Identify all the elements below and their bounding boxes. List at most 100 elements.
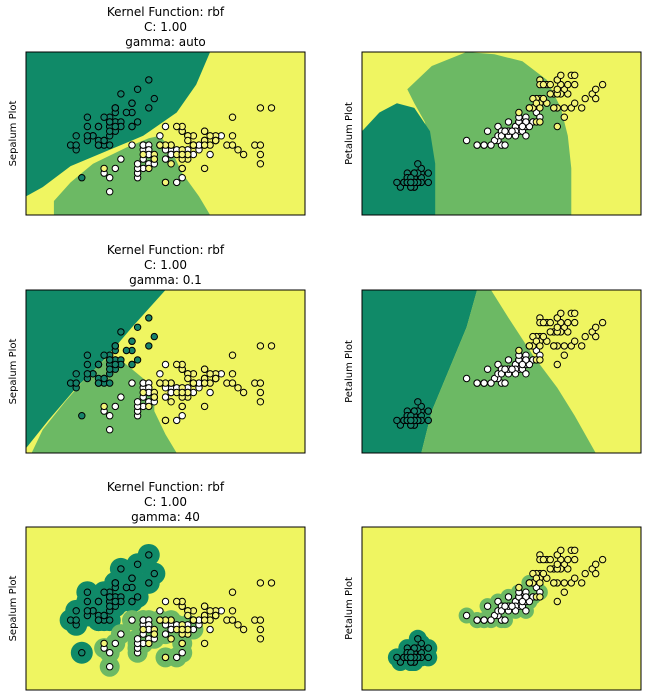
point-virginica xyxy=(145,164,153,173)
point-setosa xyxy=(111,360,120,369)
point-setosa xyxy=(106,602,114,610)
point-versicolor xyxy=(473,141,481,149)
point-virginica xyxy=(200,164,209,173)
point-virginica xyxy=(546,80,554,89)
point-virginica xyxy=(592,85,600,94)
point-virginica xyxy=(546,90,554,98)
point-setosa xyxy=(117,328,125,336)
chart-title-line-3: gamma: auto xyxy=(125,35,206,49)
subplot-4: Petalum Plot xyxy=(344,289,642,454)
point-virginica xyxy=(256,141,265,149)
point-virginica xyxy=(536,593,544,601)
point-versicolor xyxy=(117,393,125,401)
point-virginica xyxy=(571,337,579,345)
point-virginica xyxy=(228,379,237,387)
point-virginica xyxy=(184,374,192,383)
point-versicolor xyxy=(508,602,516,610)
point-virginica xyxy=(256,379,265,387)
region-0 xyxy=(362,290,478,453)
point-versicolor xyxy=(501,365,509,373)
point-versicolor xyxy=(106,188,114,196)
point-setosa xyxy=(106,141,114,149)
point-virginica xyxy=(189,379,198,387)
point-setosa xyxy=(424,407,432,415)
point-virginica xyxy=(206,370,214,378)
point-setosa xyxy=(94,597,103,606)
point-setosa xyxy=(72,132,80,140)
y-axis-label: Petalum Plot xyxy=(344,102,355,165)
point-versicolor xyxy=(161,155,170,163)
point-versicolor xyxy=(480,379,488,387)
point-virginica xyxy=(239,150,248,159)
point-versicolor xyxy=(483,602,492,610)
point-setosa xyxy=(393,178,401,187)
point-virginica xyxy=(571,546,579,554)
point-virginica xyxy=(560,113,568,121)
point-virginica xyxy=(228,351,237,359)
point-virginica xyxy=(515,583,523,592)
point-setosa xyxy=(424,644,432,652)
point-setosa xyxy=(106,118,114,126)
point-versicolor xyxy=(508,127,516,135)
point-versicolor xyxy=(518,597,527,606)
point-setosa xyxy=(100,351,108,359)
point-setosa xyxy=(100,374,108,383)
point-versicolor xyxy=(206,388,214,397)
point-virginica xyxy=(536,118,544,126)
point-virginica xyxy=(178,639,186,648)
point-virginica xyxy=(553,85,561,94)
point-setosa xyxy=(133,356,142,364)
point-versicolor xyxy=(501,379,509,387)
point-virginica xyxy=(256,160,265,168)
point-virginica xyxy=(553,597,561,606)
point-versicolor xyxy=(128,141,136,149)
point-setosa xyxy=(72,141,80,149)
point-virginica xyxy=(139,388,147,397)
point-setosa xyxy=(72,607,80,615)
point-virginica xyxy=(564,80,572,89)
point-setosa xyxy=(78,174,86,182)
point-versicolor xyxy=(206,150,214,159)
point-virginica xyxy=(592,94,600,103)
point-virginica xyxy=(178,388,186,397)
point-virginica xyxy=(571,71,579,80)
point-setosa xyxy=(424,169,432,177)
y-axis-label: Sepalum Plot xyxy=(8,100,19,166)
point-virginica xyxy=(578,579,586,587)
point-versicolor xyxy=(156,607,164,615)
point-versicolor xyxy=(156,370,164,378)
point-setosa xyxy=(83,351,92,359)
point-setosa xyxy=(128,122,136,131)
chart-title-line-1: Kernel Function: rbf xyxy=(107,480,225,494)
point-virginica xyxy=(167,635,175,643)
point-versicolor xyxy=(462,136,471,145)
point-setosa xyxy=(117,90,125,98)
scatter-points xyxy=(66,76,276,196)
point-versicolor xyxy=(173,416,181,425)
point-virginica xyxy=(539,80,548,89)
point-setosa xyxy=(106,127,114,135)
point-virginica xyxy=(525,579,534,587)
point-virginica xyxy=(267,104,276,112)
region-0 xyxy=(26,290,166,449)
point-setosa xyxy=(72,379,80,387)
point-setosa xyxy=(145,579,153,587)
point-virginica xyxy=(592,569,600,578)
point-setosa xyxy=(393,416,401,425)
point-setosa xyxy=(83,132,92,140)
point-virginica xyxy=(200,141,209,149)
point-virginica xyxy=(161,653,170,662)
point-virginica xyxy=(184,136,192,145)
axes-frame xyxy=(361,289,642,454)
point-setosa xyxy=(94,616,103,624)
point-versicolor xyxy=(487,616,495,624)
point-virginica xyxy=(546,555,554,564)
point-setosa xyxy=(83,588,92,596)
point-virginica xyxy=(598,80,607,89)
point-setosa xyxy=(133,323,142,331)
point-setosa xyxy=(72,616,80,624)
point-virginica xyxy=(161,416,170,425)
point-setosa xyxy=(122,346,131,355)
point-versicolor xyxy=(173,178,181,187)
point-versicolor xyxy=(161,597,170,606)
